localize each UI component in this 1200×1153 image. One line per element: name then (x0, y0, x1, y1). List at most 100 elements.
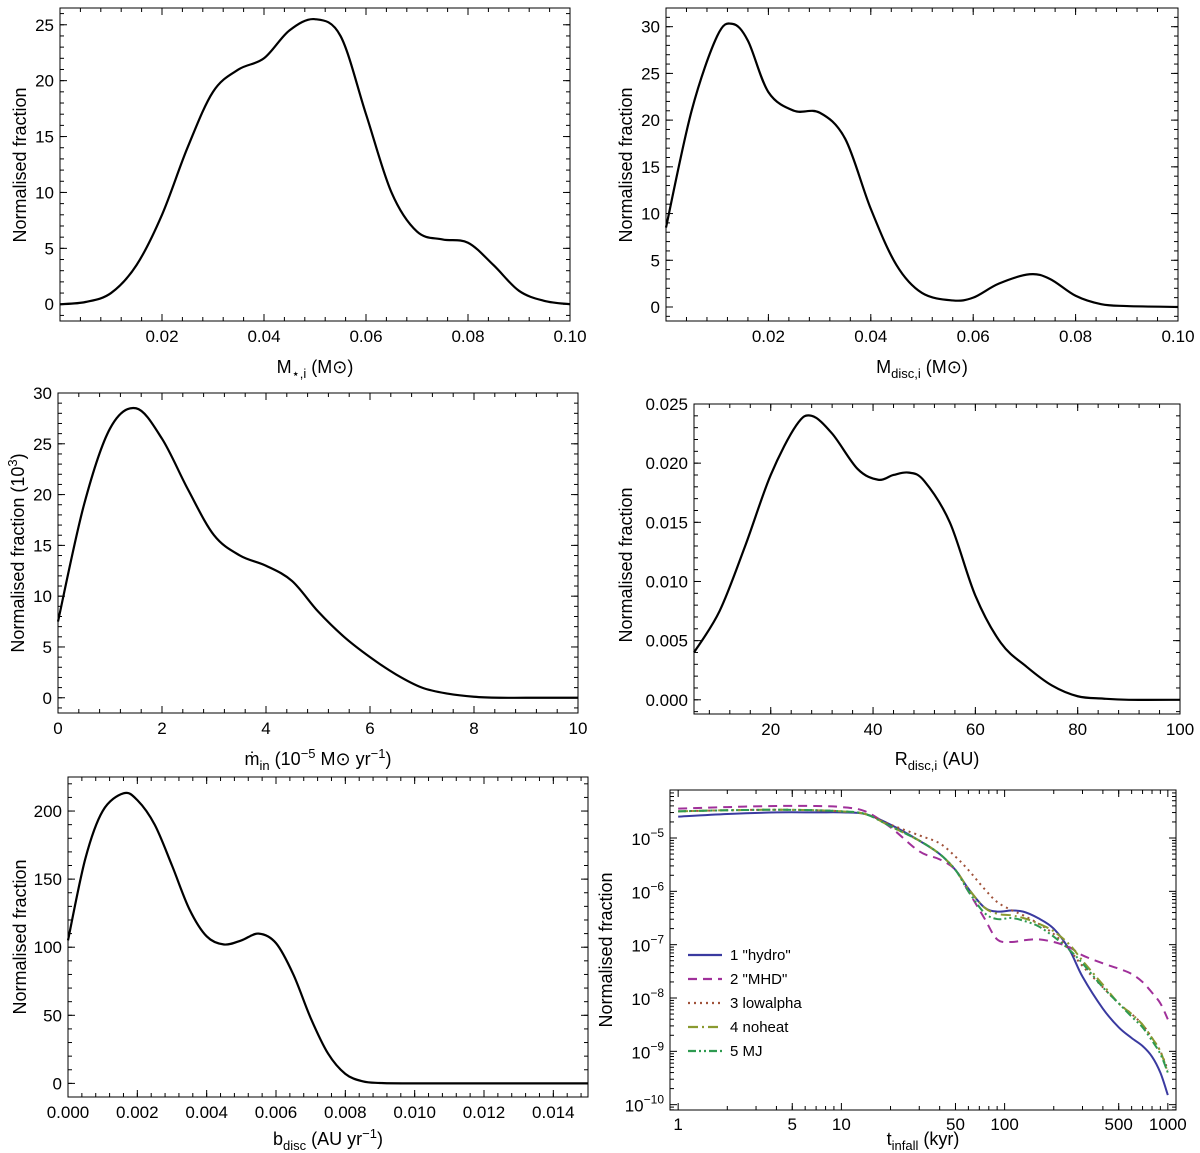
distribution-curve (66, 791, 589, 1085)
x-tick-label: 8 (469, 719, 478, 738)
y-tick-label: 20 (35, 72, 54, 91)
y-tick-label: 25 (35, 16, 54, 35)
y-tick-label: 0.010 (645, 572, 688, 591)
tick-marks (59, 8, 571, 321)
x-tick-label: 50 (946, 1115, 965, 1134)
x-tick-labels: 0.02 0.04 0.06 0.08 0.10 (752, 327, 1195, 346)
y-tick-label: 0.020 (645, 454, 688, 473)
distribution-curve (693, 414, 1181, 701)
series-line-5 (678, 808, 1169, 1074)
x-tick-label: 0.002 (116, 1103, 159, 1122)
y-tick-label: 100 (34, 938, 62, 957)
x-tick-label: 0.008 (324, 1103, 367, 1122)
y-tick-labels: 10−10 10−9 10−8 10−7 10−6 10−5 (625, 826, 665, 1116)
y-tick-label: 15 (35, 128, 54, 147)
legend: 1 "hydro" 2 "MHD" 3 lowalpha 4 noheat 5 MJ (688, 947, 802, 1060)
x-tick-label: 0.004 (185, 1103, 228, 1122)
y-tick-label: 5 (43, 638, 52, 657)
y-tick-label: 200 (34, 802, 62, 821)
tick-marks (694, 403, 1181, 714)
plot-frame (59, 7, 571, 322)
x-tick-label: 60 (966, 720, 985, 739)
x-tick-label: 1 (673, 1115, 682, 1134)
x-tick-labels: 1 5 10 50 100 500 1000 (673, 1115, 1186, 1134)
panel-mdisc: 0.02 0.04 0.06 0.08 0.10 0 5 10 15 20 25 30 Mdisc,… (616, 7, 1195, 381)
legend-label-3: 3 lowalpha (730, 995, 802, 1012)
y-tick-label: 0.025 (645, 395, 688, 414)
legend-label-1: 1 "hydro" (730, 947, 791, 964)
x-tick-label: 6 (365, 719, 374, 738)
x-tick-label: 0.04 (854, 327, 887, 346)
x-tick-label: 0.10 (1161, 327, 1194, 346)
y-tick-label: 10 (33, 587, 52, 606)
plot-frame (57, 392, 579, 714)
x-tick-label: 0.000 (47, 1103, 90, 1122)
x-tick-labels: 20 40 60 80 100 (761, 720, 1194, 739)
x-tick-label: 40 (864, 720, 883, 739)
y-axis-label: Normalised fraction (10, 87, 30, 242)
y-tick-labels: 0 50 100 150 200 (34, 802, 62, 1093)
x-tick-label: 500 (1105, 1115, 1133, 1134)
y-tick-label: 15 (33, 536, 52, 555)
panel-rdisc: 20 40 60 80 100 0.0000.0050.0100.0150.0200.0… (616, 395, 1194, 773)
x-tick-label: 4 (261, 719, 270, 738)
x-axis-label: Mdisc,i (M⊙) (876, 357, 968, 381)
x-tick-label: 10 (569, 719, 588, 738)
x-tick-label: 0.012 (463, 1103, 506, 1122)
x-tick-label: 0.02 (752, 327, 785, 346)
panel-bdisc: 0.000 0.002 0.004 0.006 0.008 0.010 0.012 0.014… (10, 776, 589, 1153)
x-axis-label: M⋆,i (M⊙) (277, 357, 354, 381)
y-tick-label: 25 (641, 64, 660, 83)
x-axis-label: bdisc (AU yr−1) (273, 1126, 383, 1153)
y-tick-label: 30 (33, 384, 52, 403)
y-tick-label: 0.015 (645, 513, 688, 532)
x-tick-label: 80 (1068, 720, 1087, 739)
series-line-4 (678, 808, 1169, 1074)
y-tick-label: 0 (651, 298, 660, 317)
x-tick-labels: 0.02 0.04 0.06 0.08 0.10 (145, 327, 586, 346)
x-tick-label: 0.02 (145, 327, 178, 346)
y-tick-label: 10 (641, 205, 660, 224)
x-tick-label: 100 (990, 1115, 1018, 1134)
y-tick-labels: 0 5 10 15 20 25 (35, 16, 54, 314)
y-tick-label: 0.005 (645, 632, 688, 651)
x-tick-label: 2 (157, 719, 166, 738)
y-tick-label: 10−8 (631, 986, 664, 1009)
y-tick-label: 5 (651, 251, 660, 270)
y-tick-label: 10−6 (631, 879, 664, 902)
x-tick-labels: 0.000 0.002 0.004 0.006 0.008 0.010 0.012 0.014 (47, 1103, 575, 1122)
y-tick-label: 5 (45, 239, 54, 258)
y-tick-label: 15 (641, 158, 660, 177)
legend-label-2: 2 "MHD" (730, 971, 787, 988)
tick-marks (67, 777, 588, 1098)
x-tick-label: 0.010 (393, 1103, 436, 1122)
x-tick-label: 0.06 (957, 327, 990, 346)
x-tick-label: 0.04 (247, 327, 280, 346)
tick-marks (670, 790, 1176, 1111)
x-tick-label: 5 (788, 1115, 797, 1134)
distribution-curve (59, 18, 571, 306)
y-tick-label: 30 (641, 18, 660, 37)
y-tick-labels: 0.000 0.005 0.010 0.015 0.020 0.025 (645, 395, 688, 710)
y-tick-labels: 0 5 10 15 20 25 30 (641, 18, 660, 317)
y-tick-label: 10 (35, 183, 54, 202)
y-tick-label: 25 (33, 435, 52, 454)
y-tick-label: 10−5 (631, 826, 664, 849)
y-tick-label: 0.000 (645, 691, 688, 710)
y-axis-label: Normalised fraction (616, 487, 636, 642)
x-tick-label: 0.10 (553, 327, 586, 346)
plot-frame (665, 7, 1179, 322)
y-axis-label: Normalised fraction (103) (5, 453, 28, 652)
y-tick-label: 0 (53, 1074, 62, 1093)
x-axis-label: ṁin (10−5 M⊙ yr−1) (245, 746, 392, 773)
y-tick-label: 0 (45, 295, 54, 314)
plot-frame (67, 776, 589, 1098)
x-tick-label: 0.08 (1059, 327, 1092, 346)
plot-frame (693, 403, 1181, 715)
y-tick-label: 150 (34, 870, 62, 889)
x-axis-label: tinfall (kyr) (887, 1129, 960, 1153)
x-tick-label: 20 (761, 720, 780, 739)
series-lines (678, 804, 1169, 1096)
tick-marks (665, 7, 1179, 321)
